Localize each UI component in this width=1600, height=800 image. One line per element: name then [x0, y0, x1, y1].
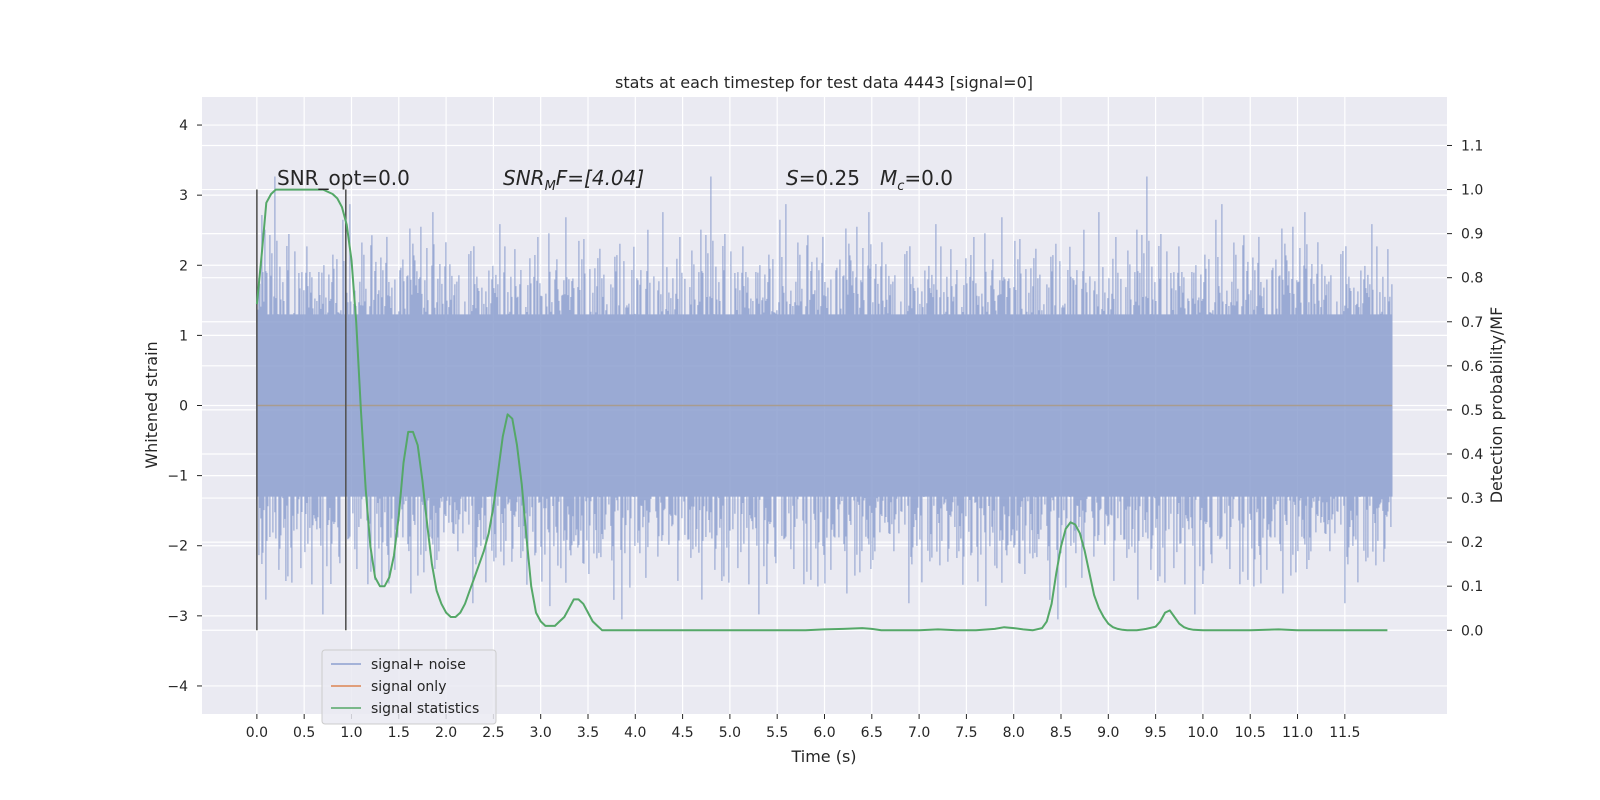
x-axis-label: Time (s) — [790, 747, 856, 766]
x-tick-label: 0.5 — [293, 725, 315, 741]
annotation-mc-main: M — [880, 166, 897, 190]
chart-title: stats at each timestep for test data 444… — [615, 73, 1033, 92]
y-axis-right-ticks: 1.1 1.0 0.9 0.8 0.7 0.6 0.5 0.4 0.3 0.2 0.1 0.0 — [1447, 138, 1483, 639]
x-tick-label: 6.0 — [813, 725, 835, 741]
x-tick-label: 3.5 — [577, 725, 599, 741]
x-tick-label: 10.5 — [1235, 725, 1266, 741]
annotation-snr-mf-sub: M — [545, 179, 556, 194]
x-tick-label: 1.5 — [388, 725, 410, 741]
y-left-tick-label: −1 — [167, 469, 188, 485]
y-left-tick-label: 1 — [179, 328, 188, 344]
annotation-mc-rest: =0.0 — [904, 166, 953, 190]
y-right-tick-label: 0.8 — [1461, 271, 1483, 287]
x-tick-label: 5.5 — [766, 725, 788, 741]
y-left-tick-label: −2 — [167, 539, 188, 555]
x-tick-label: 11.5 — [1329, 725, 1360, 741]
legend: signal+ noise signal only signal statist… — [321, 649, 497, 725]
vertical-markers — [256, 189, 347, 631]
x-tick-label: 2.5 — [482, 725, 504, 741]
series-signal-statistics — [255, 188, 1388, 632]
legend-label-signal-only: signal only — [371, 679, 446, 695]
x-tick-label: 10.0 — [1187, 725, 1218, 741]
y-axis-right-label: Detection probability/MF — [1487, 307, 1506, 504]
y-left-tick-label: 2 — [179, 258, 188, 274]
annotation-snr-mf: SNRMF=[4.04] — [503, 166, 644, 194]
legend-box — [321, 649, 497, 725]
x-tick-label: 9.0 — [1097, 725, 1119, 741]
x-tick-label: 3.0 — [530, 725, 552, 741]
annotation-s-rest: =0.25 — [799, 166, 860, 190]
x-tick-label: 7.0 — [908, 725, 930, 741]
legend-label-signal-statistics: signal statistics — [371, 701, 479, 717]
x-tick-label: 6.5 — [861, 725, 883, 741]
y-axis-left-label: Whitened strain — [142, 341, 161, 468]
y-right-tick-label: 0.7 — [1461, 315, 1483, 331]
statistics-line — [255, 188, 1388, 632]
y-right-tick-label: 1.0 — [1461, 183, 1483, 199]
annotation-snr-mf-rest: F=[4.04] — [556, 166, 644, 190]
y-left-tick-label: −3 — [167, 609, 188, 625]
legend-label-signal-noise: signal+ noise — [371, 657, 466, 673]
y-right-tick-label: 0.5 — [1461, 403, 1483, 419]
y-left-tick-label: −4 — [167, 679, 188, 695]
x-tick-label: 7.5 — [955, 725, 977, 741]
y-axis-left-ticks: 4 3 2 1 0 −1 −2 −3 −4 — [167, 118, 202, 695]
x-tick-label: 4.0 — [624, 725, 646, 741]
x-tick-label: 11.0 — [1282, 725, 1313, 741]
x-tick-label: 9.5 — [1144, 725, 1166, 741]
y-right-tick-label: 0.9 — [1461, 227, 1483, 243]
annotation-mc: Mc=0.0 — [880, 166, 953, 194]
x-tick-label: 5.0 — [719, 725, 741, 741]
x-tick-label: 8.5 — [1050, 725, 1072, 741]
y-left-tick-label: 0 — [179, 399, 188, 415]
annotation-snr-mf-main: SNR — [503, 166, 545, 190]
x-tick-label: 1.0 — [340, 725, 362, 741]
x-tick-label: 4.5 — [671, 725, 693, 741]
y-left-tick-label: 4 — [179, 118, 188, 134]
y-right-tick-label: 0.2 — [1461, 535, 1483, 551]
annotation-s-main: S — [786, 166, 799, 190]
y-left-tick-label: 3 — [179, 188, 188, 204]
annotation-snr-opt: SNR_opt=0.0 — [277, 166, 410, 190]
x-tick-label: 0.0 — [246, 725, 268, 741]
x-tick-label: 8.0 — [1003, 725, 1025, 741]
annotation-s: S=0.25 — [786, 166, 860, 190]
annotation-mc-sub: c — [897, 179, 904, 194]
y-right-tick-label: 0.4 — [1461, 447, 1483, 463]
y-right-tick-label: 0.3 — [1461, 491, 1483, 507]
x-axis-ticks: 0.0 0.5 1.0 1.5 2.0 2.5 3.0 3.5 4.0 4.5 5.0 5.5 6.0 6… — [246, 714, 1360, 741]
y-right-tick-label: 0.1 — [1461, 579, 1483, 595]
y-right-tick-label: 1.1 — [1461, 138, 1483, 154]
x-tick-label: 2.0 — [435, 725, 457, 741]
y-right-tick-label: 0.0 — [1461, 623, 1483, 639]
y-right-tick-label: 0.6 — [1461, 359, 1483, 375]
